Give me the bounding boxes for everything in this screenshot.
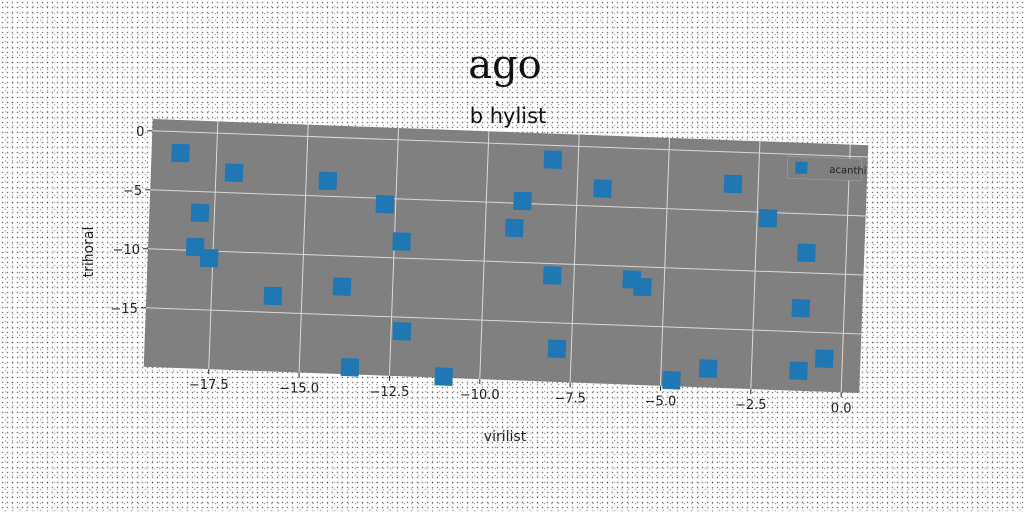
- scatter-point: [392, 232, 411, 251]
- grid-line-x: [659, 137, 671, 386]
- y-axis-ticks: 0 −5 −10 −15: [110, 125, 153, 317]
- scatter-point: [593, 179, 612, 198]
- scatter-point: [791, 298, 811, 318]
- scatter-point: [814, 349, 834, 368]
- grid: [145, 121, 868, 393]
- x-tick-label: −15.0: [279, 381, 319, 396]
- grid-line-x: [750, 141, 761, 390]
- scatter-point: [513, 191, 532, 211]
- scatter-point: [199, 248, 219, 268]
- x-tick-label: −2.5: [735, 398, 767, 413]
- scatter-point: [723, 174, 743, 194]
- y-tick-label: −15: [110, 302, 137, 317]
- scatter-point: [171, 143, 190, 163]
- x-tick-label: −17.5: [189, 378, 229, 393]
- scatter-point: [543, 266, 562, 285]
- scatter-point: [392, 322, 412, 341]
- scatter-series: [171, 143, 834, 390]
- y-tick-label: 0: [136, 125, 144, 140]
- y-axis-label: trihoral: [81, 227, 97, 278]
- grid-line-x: [840, 144, 851, 393]
- scatter-point: [185, 237, 205, 257]
- scatter-point: [224, 163, 244, 183]
- grid-line-y: [145, 307, 862, 335]
- scatter-point: [543, 150, 563, 169]
- plot-area: acanthi: [143, 118, 869, 394]
- scatter-point: [375, 194, 395, 214]
- y-tick-label: −10: [113, 243, 140, 258]
- x-tick-label: −7.5: [554, 391, 586, 406]
- scatter-point: [318, 171, 338, 191]
- grid-line-y: [152, 130, 868, 158]
- x-tick-label: −10.0: [460, 388, 500, 403]
- scatter-point: [758, 209, 778, 228]
- legend: acanthi: [786, 155, 867, 182]
- scatter-point: [797, 243, 816, 263]
- grid-line-x: [208, 121, 219, 370]
- scatter-point: [698, 359, 718, 378]
- x-axis-ticks: −17.5 −15.0 −12.5 −10.0 −7.5 −5.0 −2.5 0.0: [189, 369, 852, 416]
- legend-label: acanthi: [829, 165, 867, 177]
- scatter-point: [633, 277, 652, 297]
- scatter-point: [332, 277, 352, 296]
- y-tick-label: −5: [123, 184, 142, 199]
- x-tick-label: −5.0: [645, 395, 677, 410]
- x-tick-label: −12.5: [370, 385, 410, 400]
- grid-line-y: [150, 189, 866, 217]
- chart-title: ago: [468, 42, 542, 88]
- x-tick-label: 0.0: [831, 401, 852, 416]
- grid-line-x: [479, 131, 490, 380]
- chart-subtitle: b hylist: [470, 104, 547, 128]
- grid-line-x: [298, 124, 309, 373]
- grid-line-x: [569, 134, 580, 383]
- scatter-point: [434, 367, 454, 386]
- scatter-point: [504, 218, 524, 238]
- scatter-point: [547, 339, 567, 359]
- grid-line-x: [388, 127, 400, 376]
- grid-line-y: [148, 248, 864, 276]
- scatter-point: [340, 357, 360, 377]
- x-axis-label: virilist: [484, 429, 527, 445]
- scatter-point: [263, 286, 283, 306]
- scatter-point: [190, 203, 210, 223]
- scatter-point: [662, 370, 681, 390]
- scatter-point: [789, 361, 808, 381]
- legend-marker: [795, 161, 808, 174]
